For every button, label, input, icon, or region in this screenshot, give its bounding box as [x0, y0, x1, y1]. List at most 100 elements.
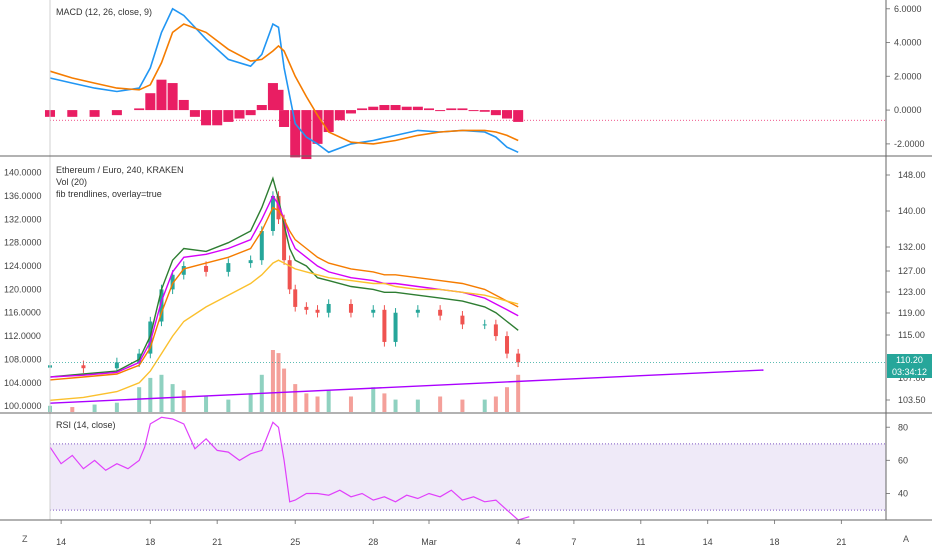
- price-left-tick-label: 108.0000: [4, 354, 42, 364]
- price-left-tick-label: 104.0000: [4, 378, 42, 388]
- candle-body: [293, 289, 298, 307]
- macd-histogram-bar: [312, 110, 323, 144]
- macd-tick-label: 2.0000: [894, 71, 922, 81]
- price-left-tick-label: 112.0000: [4, 331, 41, 341]
- macd-histogram-bar: [423, 108, 435, 111]
- candle-body: [270, 195, 275, 231]
- volume-bar: [114, 402, 119, 412]
- volume-bar: [282, 368, 287, 412]
- volume-bar: [293, 384, 298, 412]
- time-axis: 14 18 21 25 28 Mar 4 7 11 14 18 21: [56, 520, 846, 547]
- price-title: Ethereum / Euro, 240, KRAKEN: [56, 165, 184, 175]
- volume-bar: [276, 353, 281, 412]
- macd-histogram-bar: [145, 93, 156, 111]
- macd-tick-label: -2.0000: [894, 139, 925, 149]
- candle-body: [438, 309, 443, 316]
- fib-trendline: [49, 369, 764, 404]
- rsi-tick-label: 80: [898, 422, 908, 432]
- time-tick-label: 14: [703, 537, 713, 547]
- candle-body: [415, 309, 420, 313]
- macd-histogram-bar: [368, 106, 379, 111]
- moving-average-line: [49, 206, 519, 381]
- rsi-line: [49, 416, 530, 521]
- candle-body: [326, 303, 331, 313]
- price-right-tick-label: 140.00: [898, 206, 926, 216]
- time-tick-label: 18: [145, 537, 155, 547]
- volume-bar: [304, 393, 309, 412]
- macd-histogram-bar: [279, 110, 290, 127]
- macd-histogram-bar: [334, 110, 345, 121]
- countdown-label: 03:34:12: [892, 367, 927, 377]
- macd-histogram-bar: [490, 110, 501, 116]
- price-legend-entry: Vol (20): [56, 177, 87, 187]
- macd-histogram-bar: [412, 106, 423, 111]
- volume-bar: [70, 407, 75, 412]
- price-right-tick-label: 123.00: [898, 287, 926, 297]
- volume-bar: [505, 387, 510, 412]
- macd-histogram-bar: [290, 110, 301, 158]
- price-right-tick-label: 103.50: [898, 395, 926, 405]
- volume-bar: [460, 399, 465, 412]
- volume-bar: [159, 374, 164, 412]
- volume-bar: [92, 404, 97, 412]
- macd-tick-label: 6.0000: [894, 4, 922, 14]
- macd-histogram-bar: [234, 110, 245, 119]
- countdown-label-bg: [887, 366, 932, 378]
- candle-body: [382, 309, 387, 342]
- volume-bar: [415, 399, 420, 412]
- price-left-tick-label: 116.0000: [4, 308, 41, 318]
- macd-histogram-bar: [435, 110, 446, 112]
- volume-bar: [148, 377, 153, 412]
- time-tick-label: 11: [636, 537, 645, 547]
- volume-bar: [393, 399, 398, 412]
- price-left-tick-label: 120.0000: [4, 284, 42, 294]
- macd-histogram-bar: [212, 110, 223, 126]
- volume-bar: [248, 393, 253, 412]
- volume-bar: [226, 399, 231, 412]
- macd-histogram-bar: [457, 108, 468, 111]
- volume-bar: [493, 396, 498, 412]
- macd-histogram-bar: [301, 110, 312, 160]
- rsi-pane: RSI (14, close) 80 60 40: [49, 416, 908, 521]
- price-left-tick-label: 124.0000: [4, 261, 42, 271]
- volume-bar: [315, 396, 320, 412]
- candle-body: [493, 324, 498, 337]
- candle-body: [315, 309, 320, 313]
- macd-tick-label: 4.0000: [894, 38, 922, 48]
- candle-body: [259, 230, 264, 261]
- volume-bar: [482, 399, 487, 412]
- pane-frame: [0, 0, 932, 521]
- macd-histogram-bar: [390, 105, 401, 111]
- timezone-button[interactable]: Z: [22, 534, 28, 544]
- macd-histogram-bar: [479, 110, 490, 112]
- rsi-title: RSI (14, close): [56, 420, 116, 430]
- macd-histogram-bar: [178, 99, 189, 111]
- price-pane: Ethereum / Euro, 240, KRAKEN Vol (20) fib …: [4, 165, 932, 412]
- macd-histogram-bar: [256, 105, 267, 111]
- volume-bar: [348, 396, 353, 412]
- macd-tick-label: 0.0000: [894, 105, 922, 115]
- volume-bar: [516, 374, 521, 412]
- macd-histogram-bar: [357, 108, 368, 111]
- moving-average-line: [49, 259, 519, 401]
- price-right-tick-label: 132.00: [898, 242, 926, 252]
- auto-scale-button[interactable]: A: [903, 534, 910, 544]
- candle-body: [371, 309, 376, 313]
- candle-body: [460, 315, 465, 325]
- macd-signal-line: [49, 23, 519, 145]
- moving-average-line: [49, 176, 519, 378]
- time-tick-label: 28: [368, 537, 378, 547]
- candle-body: [226, 263, 231, 272]
- volume-bar: [181, 390, 186, 412]
- macd-histogram-bar: [156, 79, 167, 111]
- candle-body: [248, 260, 253, 264]
- price-right-tick-label: 119.00: [898, 308, 925, 318]
- price-left-tick-label: 128.0000: [4, 238, 42, 248]
- macd-histogram-bar: [501, 110, 513, 119]
- price-left-tick-label: 100.0000: [4, 401, 42, 411]
- candle-body: [505, 336, 510, 354]
- macd-histogram-bar: [201, 110, 212, 126]
- macd-histogram-bar: [323, 110, 334, 133]
- macd-histogram-bar: [513, 110, 524, 122]
